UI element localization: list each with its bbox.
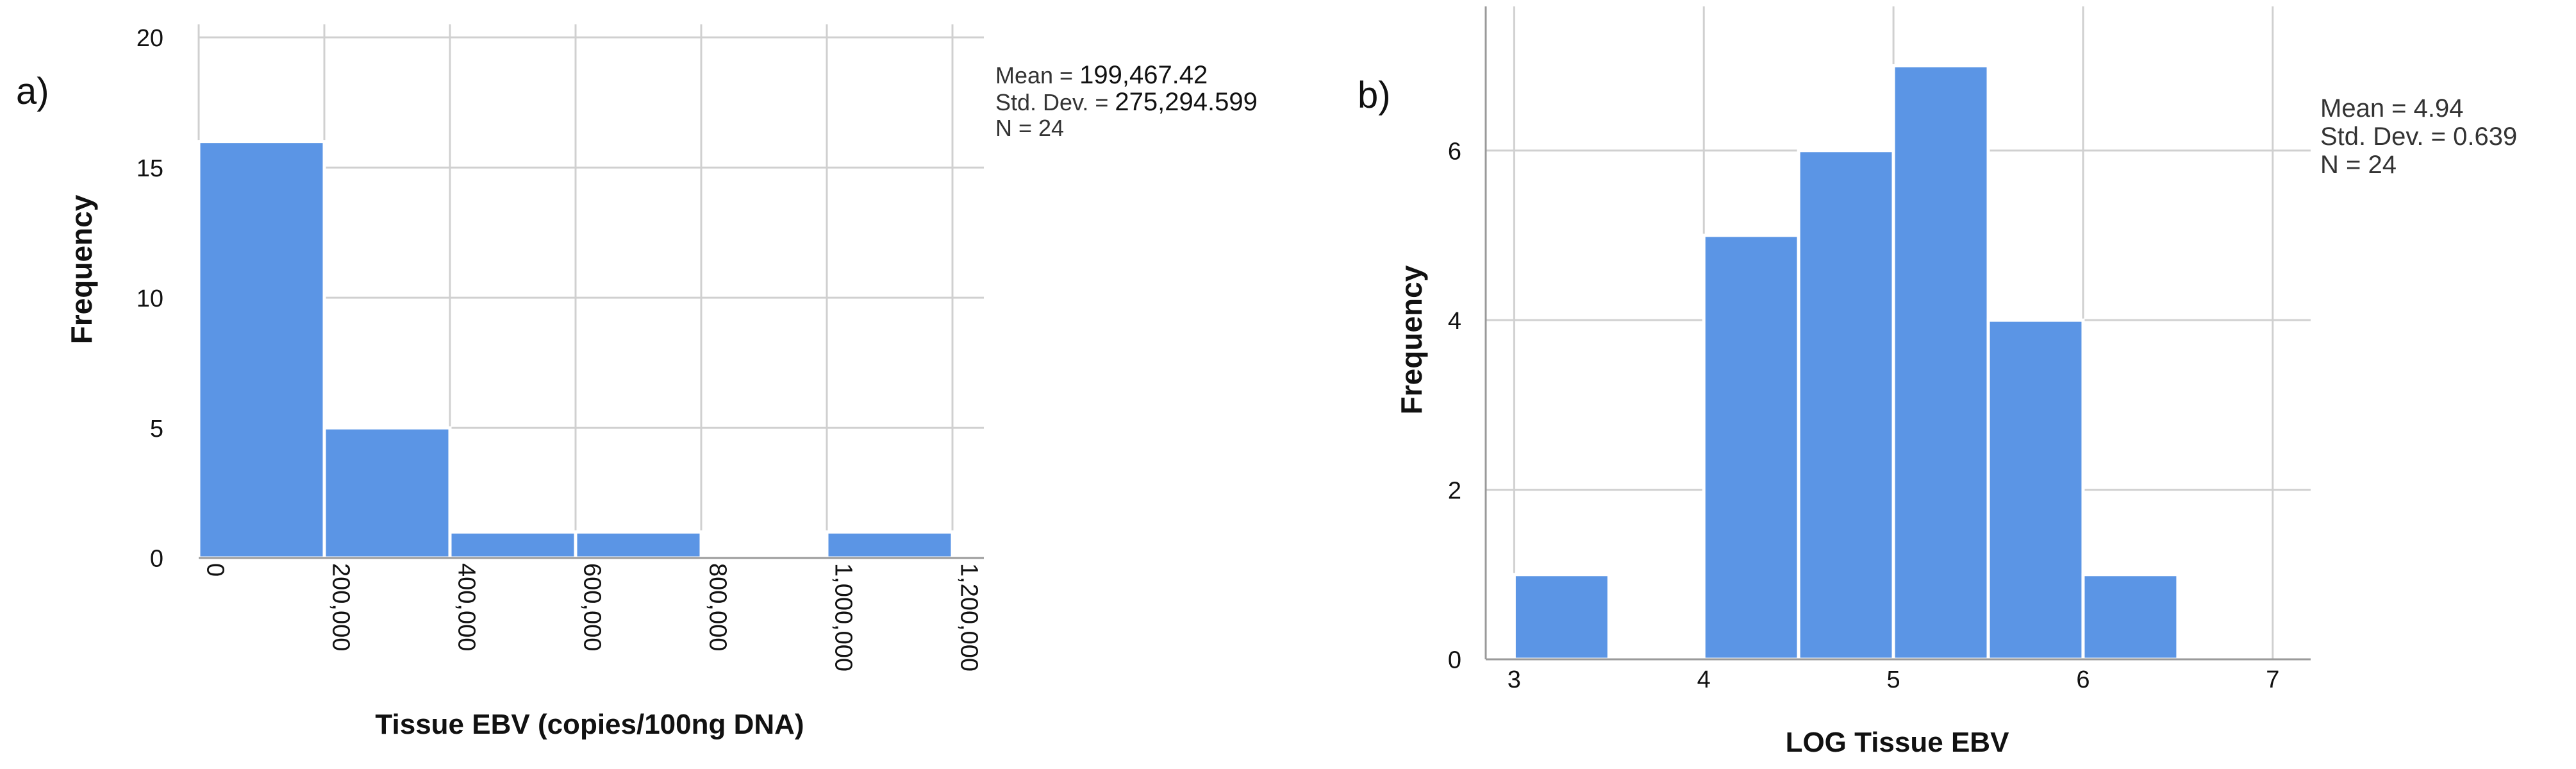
histogram-bar: [825, 530, 954, 560]
histogram-bar: [1512, 573, 1611, 661]
y-tick-label: 0: [1448, 647, 1461, 674]
x-axis-title: Tissue EBV (copies/100ng DNA): [375, 709, 804, 740]
x-tick-label: 800,000: [704, 563, 731, 651]
histogram-panel-a: 0 5 10 15 20 0 200,000 400,000 600,000 800,000 1,0…: [16, 24, 1258, 740]
histogram-bar: [1891, 64, 1990, 661]
histogram-bar: [1702, 233, 1800, 661]
y-tick-label: 10: [137, 285, 163, 312]
x-tick-label: 600,000: [578, 563, 605, 651]
y-tick-label: 2: [1448, 477, 1461, 504]
stat-std-dev-label: Std. Dev. = 0.639: [2320, 123, 2517, 151]
stat-mean-value: 199,467.42: [1079, 61, 1208, 89]
stat-mean: Mean = 4.94: [2320, 94, 2464, 123]
histogram-bar: [574, 530, 703, 560]
y-tick-label: 4: [1448, 308, 1461, 335]
x-tick-label: 1,000,000: [829, 563, 856, 672]
y-tick-label: 5: [150, 416, 163, 443]
x-tick-label: 3: [1508, 666, 1521, 693]
y-tick-label: 0: [150, 546, 163, 573]
x-tick-label: 1,200,000: [955, 563, 982, 672]
histogram-bar: [448, 530, 578, 560]
y-tick-label: 15: [137, 155, 163, 182]
x-tick-label: 6: [2076, 666, 2090, 693]
x-tick-label: 4: [1697, 666, 1711, 693]
y-axis-title: Frequency: [1395, 265, 1428, 414]
stat-mean-label: Mean =: [995, 62, 1079, 89]
stat-std-dev: Std. Dev. = 0.639: [2320, 123, 2517, 151]
x-tick-label: 400,000: [453, 563, 479, 651]
stat-mean-label: Mean = 4.94: [2320, 94, 2464, 123]
stat-std-dev-label: Std. Dev. =: [995, 89, 1115, 115]
histogram-bar: [322, 426, 452, 560]
panel-label: a): [16, 71, 49, 112]
histogram-bar: [1797, 149, 1895, 661]
y-tick-label: 6: [1448, 138, 1461, 165]
stat-std-dev-value: 275,294.599: [1115, 88, 1257, 116]
x-axis-title: LOG Tissue EBV: [1786, 727, 2009, 758]
histogram-bar: [2081, 573, 2180, 661]
x-tick-label: 5: [1887, 666, 1900, 693]
y-axis-title: Frequency: [65, 194, 98, 344]
histogram-panel-b: 0 2 4 6 3 4 5 6 7 LOG Tissue EBV Frequency b) Mean =…: [1358, 6, 2517, 758]
x-tick-label: 200,000: [327, 563, 354, 651]
histogram-bar: [197, 140, 326, 560]
stat-std-dev: Std. Dev. = 275,294.599: [995, 88, 1258, 116]
stat-mean: Mean = 199,467.42: [995, 61, 1208, 89]
panel-label: b): [1358, 74, 1391, 116]
histogram-bar: [1986, 318, 2085, 661]
y-tick-label: 20: [137, 25, 163, 52]
stat-n: N = 24: [2320, 151, 2397, 179]
x-tick-label: 0: [201, 563, 228, 577]
stat-n: N = 24: [995, 115, 1064, 141]
x-tick-label: 7: [2266, 666, 2279, 693]
